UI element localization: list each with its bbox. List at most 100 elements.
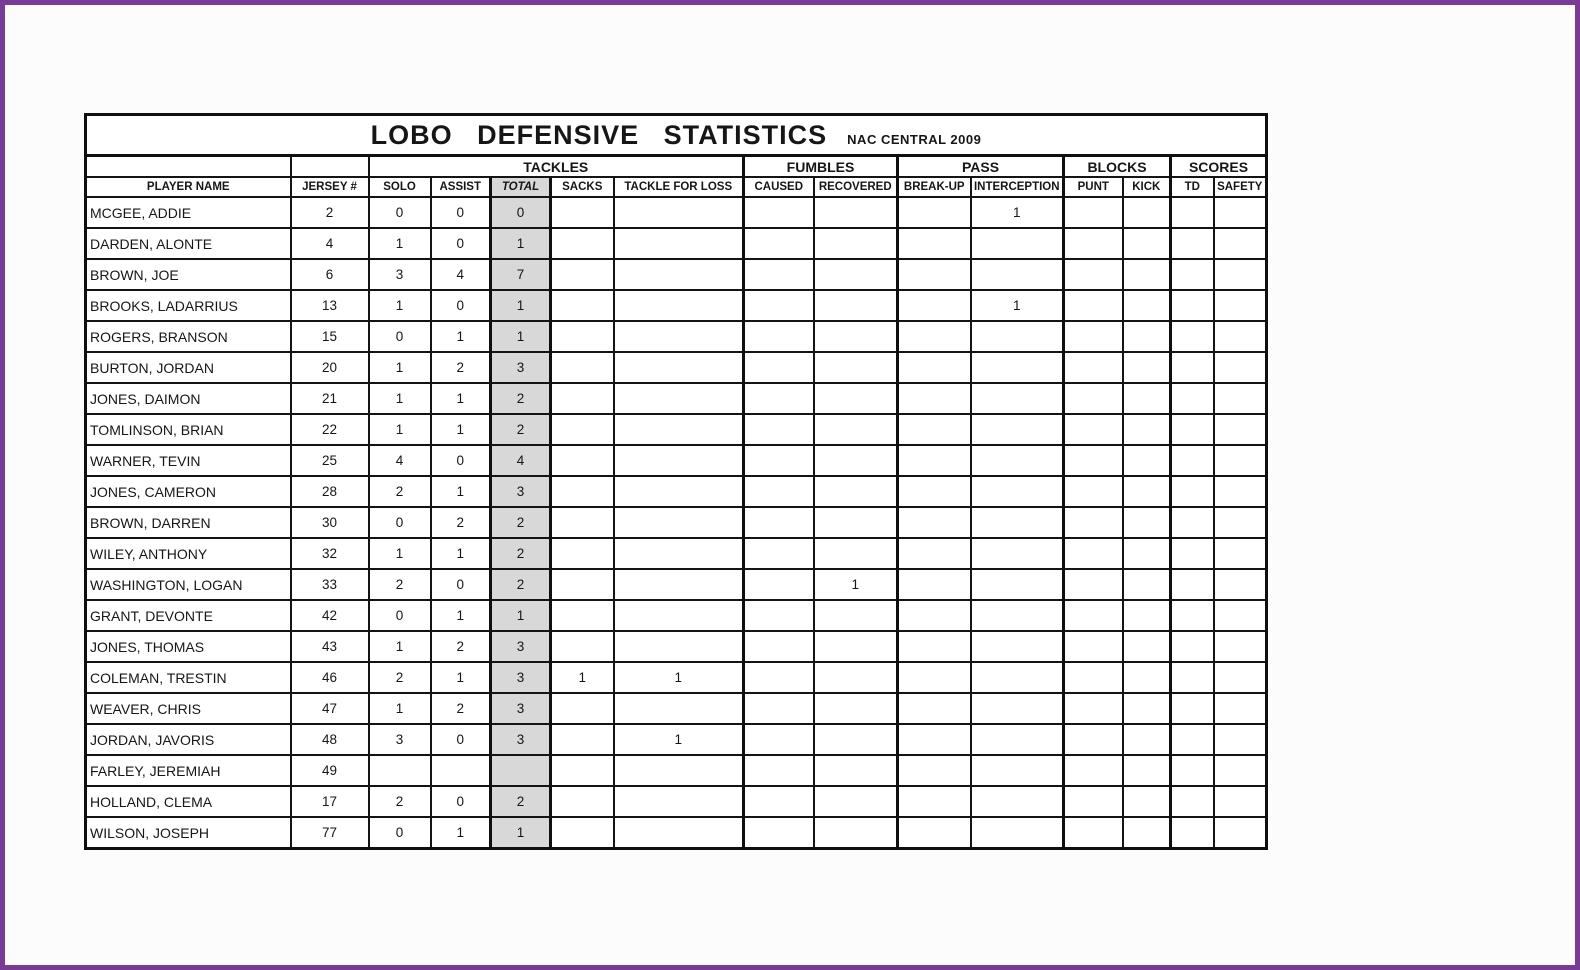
cell-kick — [1121, 506, 1172, 539]
cell-punt — [1062, 630, 1124, 663]
cell-kick — [1121, 258, 1172, 291]
cell-recovered — [812, 289, 899, 322]
cell-caused — [742, 227, 815, 260]
player-row: HOLLAND, CLEMA 17 2 0 2 — [84, 785, 1268, 818]
cell-td — [1169, 754, 1215, 787]
cell-name: JORDAN, JAVORIS — [84, 723, 292, 756]
cell-total: 2 — [489, 413, 552, 446]
cell-jersey: 42 — [289, 599, 370, 632]
title-cell: LOBO DEFENSIVE STATISTICS NAC CENTRAL 20… — [84, 113, 1268, 157]
cell-safety — [1212, 723, 1268, 756]
cell-td — [1169, 692, 1215, 725]
cell-name: WASHINGTON, LOGAN — [84, 568, 292, 601]
cell-interception — [969, 692, 1065, 725]
cell-tfl — [612, 506, 745, 539]
cell-td — [1169, 568, 1215, 601]
cell-caused — [742, 475, 815, 508]
cell-recovered — [812, 630, 899, 663]
cell-safety — [1212, 661, 1268, 694]
cell-caused — [742, 661, 815, 694]
cell-solo: 0 — [367, 320, 432, 353]
cell-total: 2 — [489, 506, 552, 539]
cell-solo: 3 — [367, 723, 432, 756]
cell-name: JONES, DAIMON — [84, 382, 292, 415]
column-header-kick: KICK — [1121, 176, 1172, 198]
cell-solo: 0 — [367, 599, 432, 632]
cell-tfl — [612, 816, 745, 850]
cell-kick — [1121, 289, 1172, 322]
cell-jersey: 6 — [289, 258, 370, 291]
player-row: JONES, THOMAS 43 1 2 3 — [84, 630, 1268, 663]
cell-total: 1 — [489, 599, 552, 632]
cell-assist: 0 — [429, 568, 492, 601]
cell-recovered — [812, 351, 899, 384]
cell-caused — [742, 196, 815, 229]
cell-jersey: 13 — [289, 289, 370, 322]
cell-tfl — [612, 351, 745, 384]
column-header-punt: PUNT — [1062, 176, 1124, 198]
cell-punt — [1062, 599, 1124, 632]
cell-interception — [969, 537, 1065, 570]
cell-kick — [1121, 475, 1172, 508]
cell-interception — [969, 382, 1065, 415]
cell-jersey: 28 — [289, 475, 370, 508]
cell-interception — [969, 785, 1065, 818]
group-header-blocks: BLOCKS — [1062, 154, 1172, 178]
cell-td — [1169, 785, 1215, 818]
cell-kick — [1121, 320, 1172, 353]
cell-name: DARDEN, ALONTE — [84, 227, 292, 260]
cell-recovered — [812, 537, 899, 570]
cell-assist: 0 — [429, 196, 492, 229]
cell-td — [1169, 320, 1215, 353]
cell-punt — [1062, 475, 1124, 508]
cell-interception — [969, 599, 1065, 632]
cell-breakup — [896, 413, 972, 446]
cell-breakup — [896, 382, 972, 415]
cell-sacks — [549, 444, 615, 477]
cell-sacks: 1 — [549, 661, 615, 694]
cell-solo — [367, 754, 432, 787]
cell-tfl — [612, 196, 745, 229]
cell-td — [1169, 723, 1215, 756]
cell-recovered — [812, 754, 899, 787]
cell-interception — [969, 723, 1065, 756]
cell-recovered — [812, 785, 899, 818]
column-header-tfl: TACKLE FOR LOSS — [612, 176, 745, 198]
cell-breakup — [896, 444, 972, 477]
player-row: DARDEN, ALONTE 4 1 0 1 — [84, 227, 1268, 260]
cell-recovered — [812, 258, 899, 291]
cell-interception — [969, 630, 1065, 663]
player-row: WASHINGTON, LOGAN 33 2 0 2 1 — [84, 568, 1268, 601]
cell-jersey: 4 — [289, 227, 370, 260]
cell-punt — [1062, 444, 1124, 477]
cell-name: HOLLAND, CLEMA — [84, 785, 292, 818]
cell-td — [1169, 196, 1215, 229]
cell-safety — [1212, 692, 1268, 725]
player-row: WEAVER, CHRIS 47 1 2 3 — [84, 692, 1268, 725]
cell-sacks — [549, 382, 615, 415]
player-row: COLEMAN, TRESTIN 46 2 1 3 1 1 — [84, 661, 1268, 694]
cell-assist: 2 — [429, 630, 492, 663]
cell-caused — [742, 258, 815, 291]
cell-jersey: 30 — [289, 506, 370, 539]
cell-punt — [1062, 258, 1124, 291]
cell-breakup — [896, 227, 972, 260]
column-header-name: PLAYER NAME — [84, 176, 292, 198]
cell-assist: 1 — [429, 537, 492, 570]
cell-total: 2 — [489, 568, 552, 601]
player-row: WILEY, ANTHONY 32 1 1 2 — [84, 537, 1268, 570]
cell-caused — [742, 537, 815, 570]
cell-caused — [742, 506, 815, 539]
cell-safety — [1212, 599, 1268, 632]
cell-punt — [1062, 816, 1124, 850]
cell-td — [1169, 816, 1215, 850]
cell-solo: 1 — [367, 382, 432, 415]
cell-total: 3 — [489, 351, 552, 384]
cell-solo: 2 — [367, 568, 432, 601]
column-header-breakup: BREAK-UP — [896, 176, 972, 198]
cell-interception — [969, 351, 1065, 384]
player-row: TOMLINSON, BRIAN 22 1 1 2 — [84, 413, 1268, 446]
cell-interception — [969, 661, 1065, 694]
cell-recovered — [812, 816, 899, 850]
cell-name: COLEMAN, TRESTIN — [84, 661, 292, 694]
